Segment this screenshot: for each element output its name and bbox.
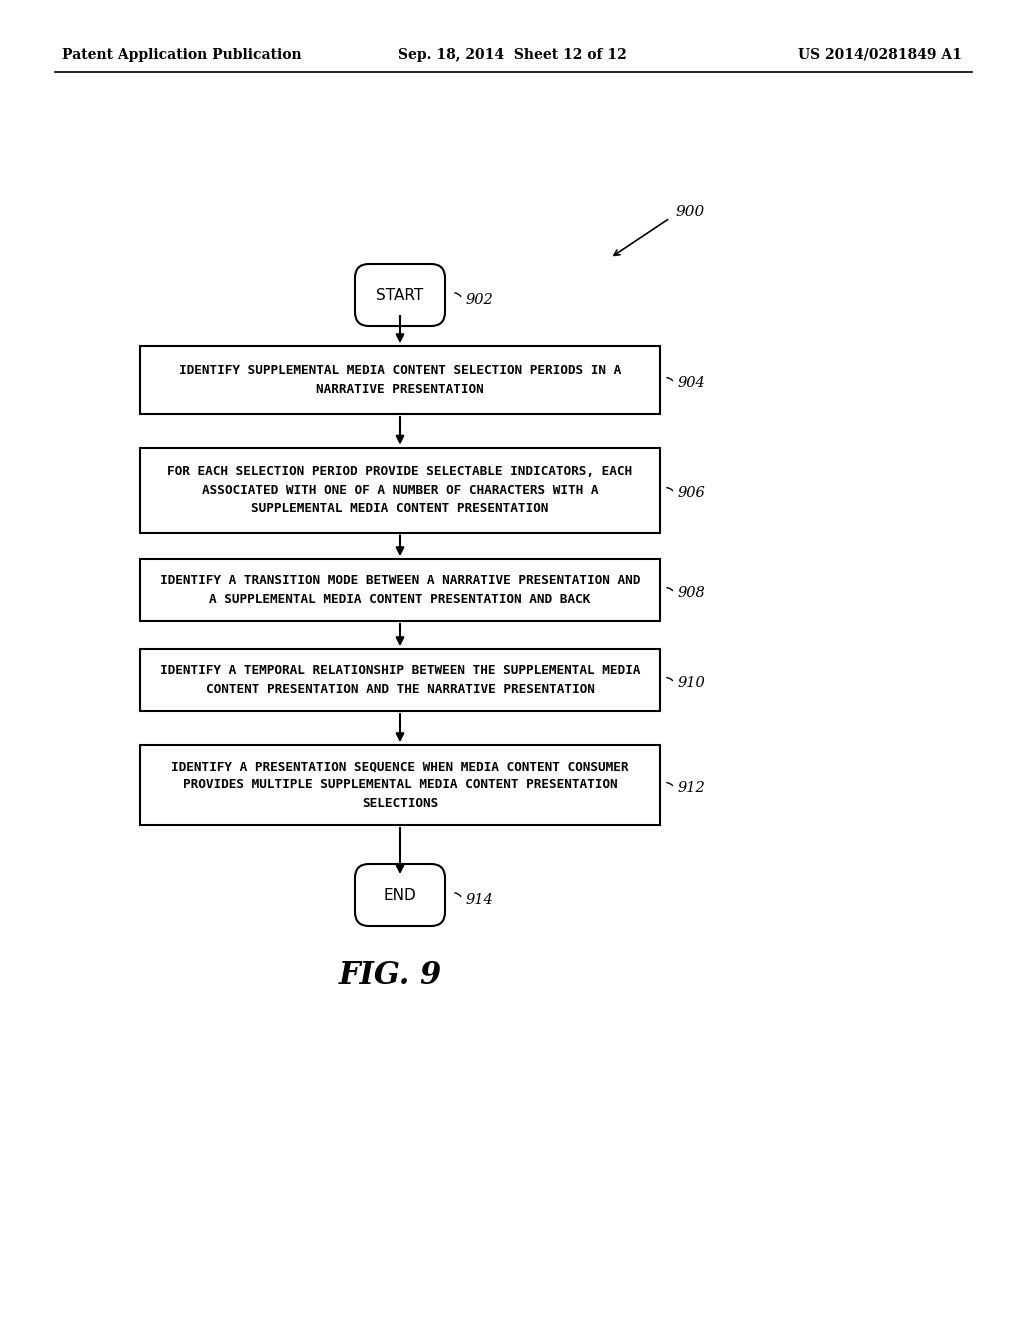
Text: 900: 900 [675,205,705,219]
Text: FIG. 9: FIG. 9 [338,960,441,990]
Text: IDENTIFY SUPPLEMENTAL MEDIA CONTENT SELECTION PERIODS IN A
NARRATIVE PRESENTATIO: IDENTIFY SUPPLEMENTAL MEDIA CONTENT SELE… [179,364,622,396]
Text: 912: 912 [678,781,706,795]
Text: 914: 914 [466,894,494,907]
Bar [140,649,660,711]
FancyBboxPatch shape [355,264,445,326]
FancyBboxPatch shape [355,865,445,927]
Text: IDENTIFY A PRESENTATION SEQUENCE WHEN MEDIA CONTENT CONSUMER
PROVIDES MULTIPLE S: IDENTIFY A PRESENTATION SEQUENCE WHEN ME… [171,760,629,810]
Text: IDENTIFY A TEMPORAL RELATIONSHIP BETWEEN THE SUPPLEMENTAL MEDIA
CONTENT PRESENTA: IDENTIFY A TEMPORAL RELATIONSHIP BETWEEN… [160,664,640,696]
Text: END: END [384,887,417,903]
Bar [140,346,660,414]
Text: 906: 906 [678,486,706,500]
Bar [140,447,660,532]
Text: 904: 904 [678,376,706,389]
Text: Patent Application Publication: Patent Application Publication [62,48,302,62]
Text: Sep. 18, 2014  Sheet 12 of 12: Sep. 18, 2014 Sheet 12 of 12 [397,48,627,62]
Bar [140,558,660,620]
Text: START: START [377,288,424,302]
Text: 902: 902 [466,293,494,308]
Text: FOR EACH SELECTION PERIOD PROVIDE SELECTABLE INDICATORS, EACH
ASSOCIATED WITH ON: FOR EACH SELECTION PERIOD PROVIDE SELECT… [168,465,633,515]
Text: 910: 910 [678,676,706,690]
Text: US 2014/0281849 A1: US 2014/0281849 A1 [798,48,962,62]
Text: 908: 908 [678,586,706,601]
Bar [140,744,660,825]
Text: IDENTIFY A TRANSITION MODE BETWEEN A NARRATIVE PRESENTATION AND
A SUPPLEMENTAL M: IDENTIFY A TRANSITION MODE BETWEEN A NAR… [160,574,640,606]
